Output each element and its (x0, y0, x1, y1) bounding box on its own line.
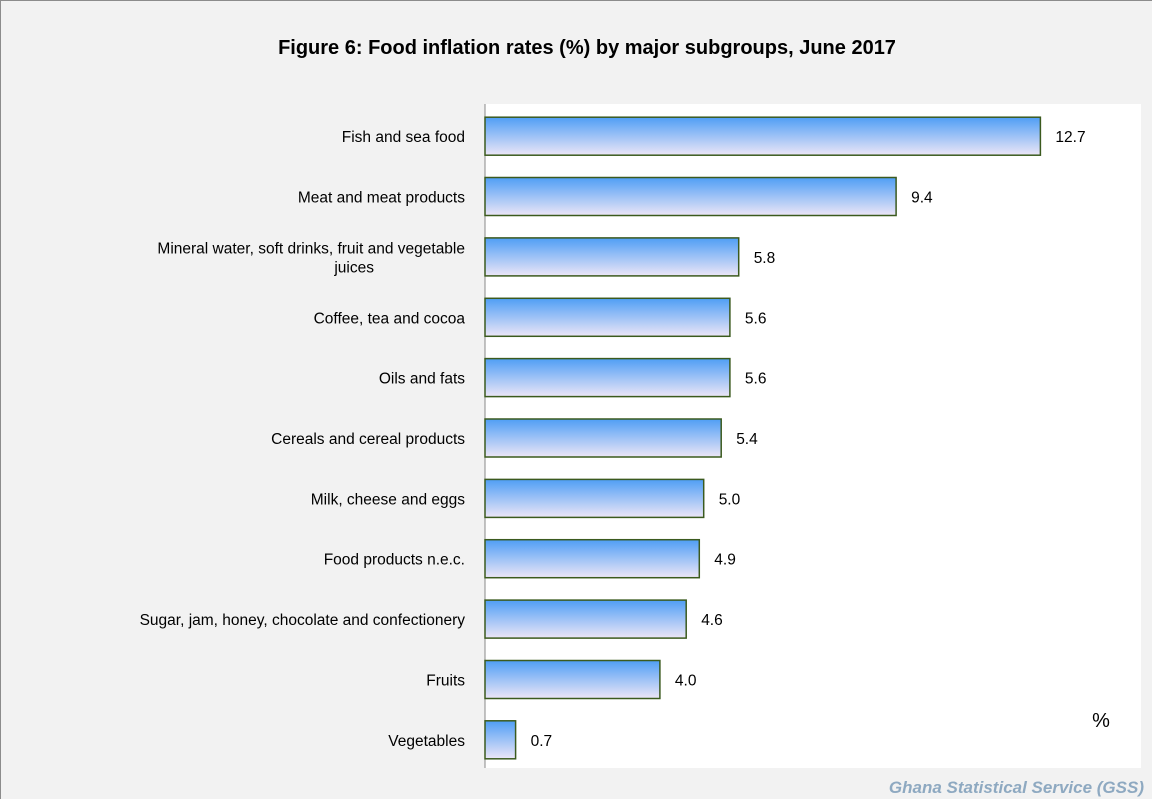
data-label: 5.4 (736, 431, 758, 448)
source-label: Ghana Statistical Service (GSS) (889, 778, 1144, 797)
bars-group: 12.7 Fish and sea food 9.4 Meat and meat pr… (140, 116, 1086, 760)
data-label: 4.0 (675, 673, 697, 690)
data-label: 0.7 (531, 733, 553, 750)
category-label-line: Vegetables (388, 733, 465, 750)
category-label: Mineral water, soft drinks, fruit and ve… (157, 240, 465, 276)
category-label: Milk, cheese and eggs (311, 491, 465, 508)
category-label-line: Meat and meat products (298, 190, 465, 207)
bar (484, 659, 661, 700)
category-label-line: juices (333, 259, 374, 276)
category-label: Coffee, tea and cocoa (314, 310, 466, 327)
category-label-line: Milk, cheese and eggs (311, 491, 465, 508)
data-label: 5.0 (719, 491, 741, 508)
data-label: 5.8 (754, 250, 776, 267)
bar (484, 478, 705, 519)
bar (484, 720, 517, 760)
category-label: Sugar, jam, honey, chocolate and confect… (140, 612, 466, 629)
category-label: Fruits (426, 673, 465, 690)
bar (484, 116, 1042, 156)
data-label: 12.7 (1055, 129, 1085, 146)
category-label: Cereals and cereal products (271, 431, 465, 448)
data-label: 5.6 (745, 371, 767, 388)
category-label-line: Oils and fats (379, 371, 465, 388)
category-label-line: Mineral water, soft drinks, fruit and ve… (157, 240, 465, 257)
category-label-line: Food products n.e.c. (324, 552, 465, 569)
bar (484, 237, 740, 277)
category-label-line: Fruits (426, 673, 465, 690)
category-label-line: Coffee, tea and cocoa (314, 310, 466, 327)
category-label: Vegetables (388, 733, 465, 750)
bar (484, 357, 731, 398)
data-label: 4.9 (714, 552, 736, 569)
bar (484, 176, 897, 217)
category-label: Oils and fats (379, 371, 465, 388)
data-label: 4.6 (701, 612, 723, 629)
category-label: Meat and meat products (298, 190, 465, 207)
bar (484, 599, 687, 639)
unit-label: % (1092, 710, 1110, 732)
category-label-line: Cereals and cereal products (271, 431, 465, 448)
category-label-line: Fish and sea food (342, 129, 465, 146)
chart-title: Figure 6: Food inflation rates (%) by ma… (278, 37, 896, 59)
bar (484, 418, 722, 458)
bar (484, 297, 731, 338)
category-label-line: Sugar, jam, honey, chocolate and confect… (140, 612, 466, 629)
category-label: Fish and sea food (342, 129, 465, 146)
data-label: 5.6 (745, 310, 767, 327)
data-label: 9.4 (911, 190, 933, 207)
category-label: Food products n.e.c. (324, 552, 465, 569)
bar (484, 538, 701, 579)
